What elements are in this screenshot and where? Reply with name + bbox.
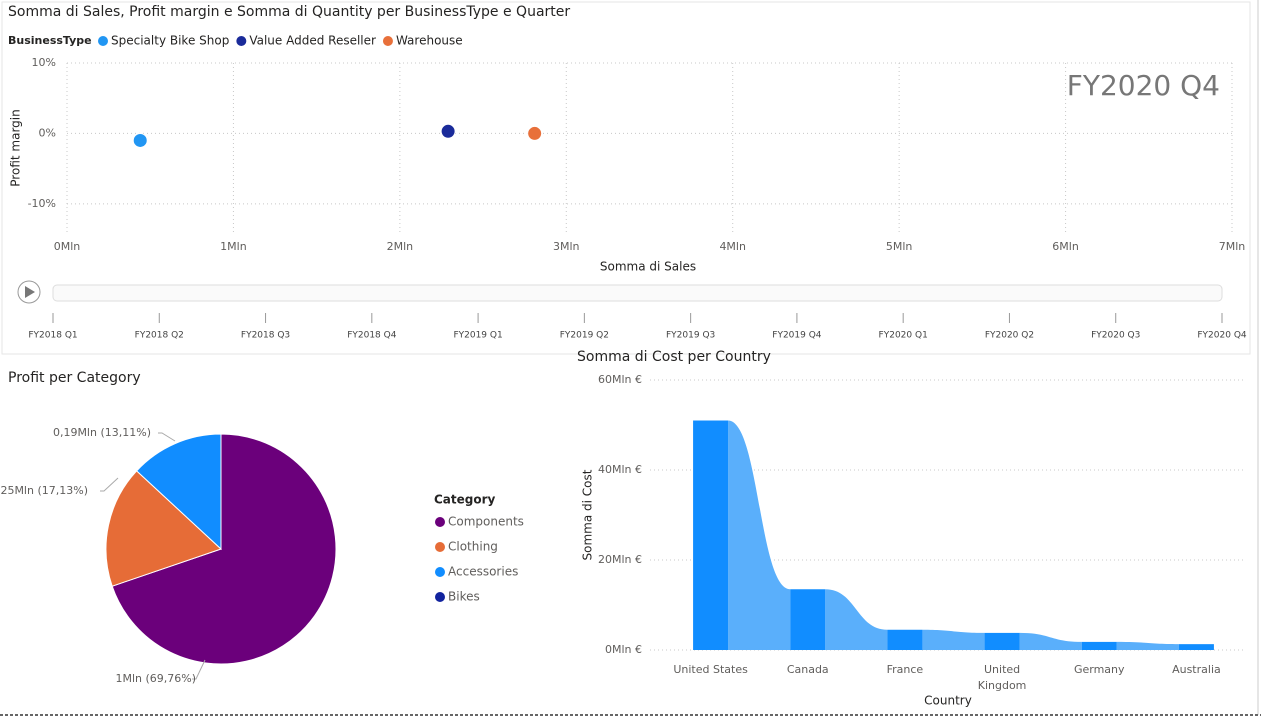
legend-marker xyxy=(435,517,445,527)
x-tick-label: 3Mln xyxy=(553,240,580,253)
x-tick-label: 4Mln xyxy=(719,240,746,253)
data-label: 0,19Mln (13,11%) xyxy=(53,426,151,439)
y-tick-label: 0Mln € xyxy=(605,643,642,656)
x-tick-label: 5Mln xyxy=(886,240,913,253)
ribbon xyxy=(825,589,888,650)
x-tick-label: 1Mln xyxy=(220,240,247,253)
x-tick-label: Australia xyxy=(1172,663,1221,676)
leader-line xyxy=(158,432,176,442)
x-tick-label: 7Mln xyxy=(1219,240,1246,253)
chart-title: Profit per Category xyxy=(8,370,141,386)
leader-line xyxy=(100,477,119,492)
legend-label: Accessories xyxy=(448,565,518,579)
play-tick-label: FY2020 Q4 xyxy=(1197,331,1247,341)
play-tick-label: FY2020 Q3 xyxy=(1091,331,1140,341)
legend-label: Value Added Reseller xyxy=(249,34,376,48)
play-icon xyxy=(25,286,35,298)
y-tick-label: -10% xyxy=(28,197,56,210)
play-tick-label: FY2019 Q2 xyxy=(560,331,609,341)
y-tick-label: 20Mln € xyxy=(598,553,642,566)
pie-slice xyxy=(111,433,337,665)
play-tick-label: FY2018 Q2 xyxy=(135,331,184,341)
scatter-point xyxy=(132,132,148,148)
x-tick-label: 6Mln xyxy=(1052,240,1079,253)
play-tick-label: FY2018 Q1 xyxy=(28,331,77,341)
legend-label: Warehouse xyxy=(396,34,463,48)
legend-label: Clothing xyxy=(448,540,498,554)
legend-label: Bikes xyxy=(448,590,480,604)
bar xyxy=(693,420,729,650)
y-tick-label: 60Mln € xyxy=(598,373,642,386)
x-tick-label: Canada xyxy=(787,663,829,676)
chart-title: Somma di Sales, Profit margin e Somma di… xyxy=(8,4,570,20)
legend-title: BusinessType xyxy=(8,34,92,47)
bar xyxy=(887,629,923,650)
ribbon xyxy=(1116,641,1179,650)
play-annotation: FY2020 Q4 xyxy=(1067,69,1220,102)
play-tick-label: FY2019 Q1 xyxy=(453,331,502,341)
legend-marker xyxy=(236,36,247,46)
play-tick-label: FY2019 Q4 xyxy=(772,331,822,341)
legend-marker xyxy=(98,36,108,46)
play-tick-label: FY2020 Q1 xyxy=(879,331,928,341)
legend-label: Components xyxy=(448,515,524,529)
x-axis-label: Country xyxy=(924,694,972,708)
x-tick-label: 2Mln xyxy=(387,240,414,253)
x-axis-label: Somma di Sales xyxy=(600,260,696,274)
leader-line xyxy=(192,659,206,680)
ribbon xyxy=(1019,632,1082,650)
data-label: 1Mln (69,76%) xyxy=(115,672,196,685)
bar xyxy=(1178,644,1214,650)
ribbon xyxy=(922,629,985,650)
legend-title: Category xyxy=(434,493,496,507)
y-axis-label: Profit margin xyxy=(9,109,23,186)
data-label: 0,25Mln (17,13%) xyxy=(0,484,88,497)
play-tick-label: FY2018 Q4 xyxy=(347,331,397,341)
bar xyxy=(1081,641,1117,650)
x-tick-label: United States xyxy=(673,663,748,676)
legend-marker xyxy=(435,592,445,602)
y-tick-label: 10% xyxy=(32,56,56,69)
legend-marker xyxy=(435,567,445,577)
play-tick-label: FY2019 Q3 xyxy=(666,331,715,341)
legend-label: Specialty Bike Shop xyxy=(111,34,229,48)
play-track[interactable] xyxy=(52,284,1223,302)
play-tick-label: FY2020 Q2 xyxy=(985,331,1034,341)
x-tick-label: 0Mln xyxy=(54,240,81,253)
x-tick-label: France xyxy=(887,663,924,676)
chart-title: Somma di Cost per Country xyxy=(577,349,771,365)
legend-marker xyxy=(435,542,445,552)
pie-slice xyxy=(135,433,222,551)
bar xyxy=(984,632,1020,650)
y-tick-label: 40Mln € xyxy=(598,463,642,476)
x-tick-label: United Kingdom xyxy=(978,663,1027,692)
y-axis-label: Somma di Cost xyxy=(581,469,595,560)
scatter-point xyxy=(440,123,456,139)
x-tick-label: Germany xyxy=(1074,663,1125,676)
y-tick-label: 0% xyxy=(39,126,56,139)
legend-marker xyxy=(382,36,393,46)
play-tick-label: FY2018 Q3 xyxy=(241,331,290,341)
visual-border xyxy=(1,1,1251,355)
ribbon xyxy=(728,420,791,650)
bar xyxy=(790,589,826,650)
scatter-point xyxy=(527,125,543,141)
pie-slice xyxy=(105,470,222,587)
